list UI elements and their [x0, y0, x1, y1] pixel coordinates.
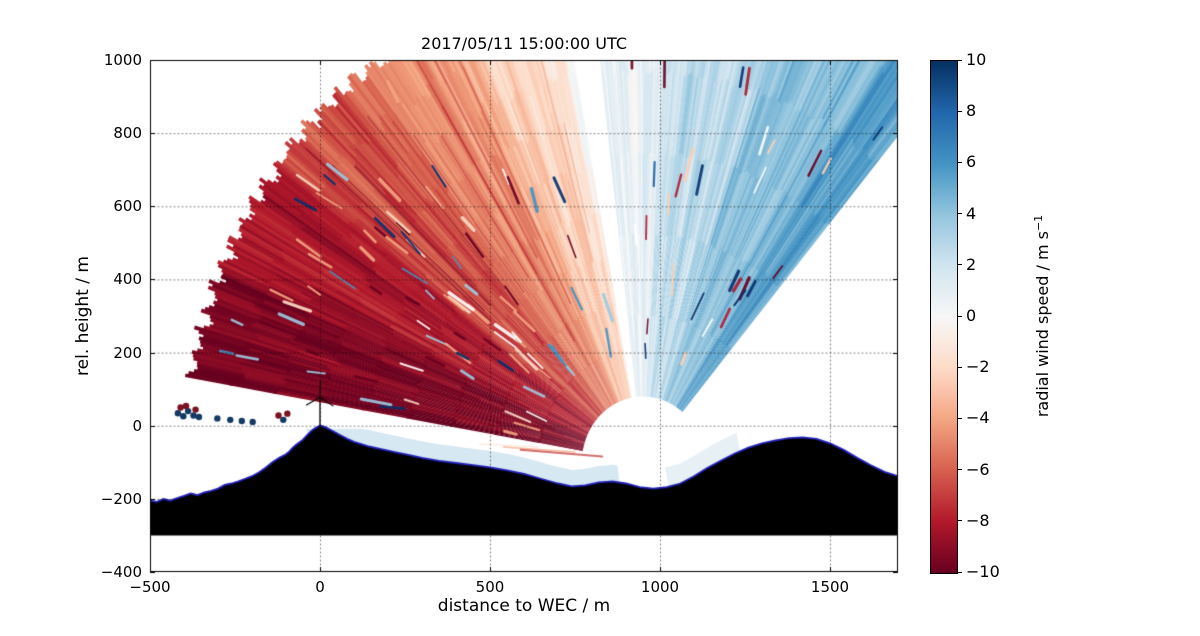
y-tick-label: 200: [113, 343, 142, 362]
colorbar-tick-label: −6: [966, 459, 990, 479]
y-tick-label: 800: [113, 124, 142, 143]
colorbar-tick-mark: [957, 571, 962, 573]
colorbar-label-exponent: −1: [1031, 214, 1045, 232]
colorbar-tick-mark: [957, 520, 962, 522]
colorbar-tick-label: −8: [966, 510, 990, 530]
colorbar-tick-label: −10: [966, 562, 1000, 581]
x-tick-label: 500: [475, 578, 505, 596]
colorbar: [930, 60, 958, 574]
colorbar-tick-label: 2: [966, 254, 977, 274]
colorbar-label: radial wind speed / m s−1: [1032, 215, 1052, 417]
y-tick-label: 1000: [103, 51, 142, 69]
colorbar-tick-label: 0: [966, 306, 977, 325]
plot-title: 2017/05/11 15:00:00 UTC: [421, 34, 627, 53]
colorbar-label-text: radial wind speed / m s: [1033, 231, 1053, 418]
y-tick-label: −200: [100, 489, 142, 508]
x-axis-label: distance to WEC / m: [437, 596, 611, 616]
colorbar-tick-mark: [957, 366, 962, 368]
colorbar-tick-label: 10: [966, 50, 987, 69]
colorbar-tick-mark: [957, 264, 962, 266]
colorbar-tick-label: 4: [966, 203, 977, 223]
y-tick-label: −400: [100, 563, 142, 581]
colorbar-tick-label: 8: [966, 101, 977, 121]
y-tick-label: 600: [113, 197, 142, 216]
x-tick-label: 0: [315, 578, 325, 596]
colorbar-tick-label: −2: [966, 357, 990, 377]
colorbar-tick-mark: [957, 417, 962, 419]
colorbar-tick-mark: [957, 161, 962, 163]
y-tick-label: 400: [113, 270, 142, 289]
x-tick-label: 1000: [640, 578, 680, 596]
colorbar-tick-mark: [957, 315, 962, 317]
colorbar-tick-mark: [957, 59, 962, 61]
colorbar-tick-mark: [957, 110, 962, 112]
colorbar-tick-label: −4: [966, 408, 990, 428]
x-tick-label: 1500: [810, 578, 850, 596]
colorbar-tick-label: 6: [966, 152, 977, 172]
x-tick-label: −500: [129, 578, 171, 596]
y-tick-label: 0: [132, 416, 142, 435]
colorbar-tick-mark: [957, 469, 962, 471]
colorbar-tick-mark: [957, 213, 962, 215]
